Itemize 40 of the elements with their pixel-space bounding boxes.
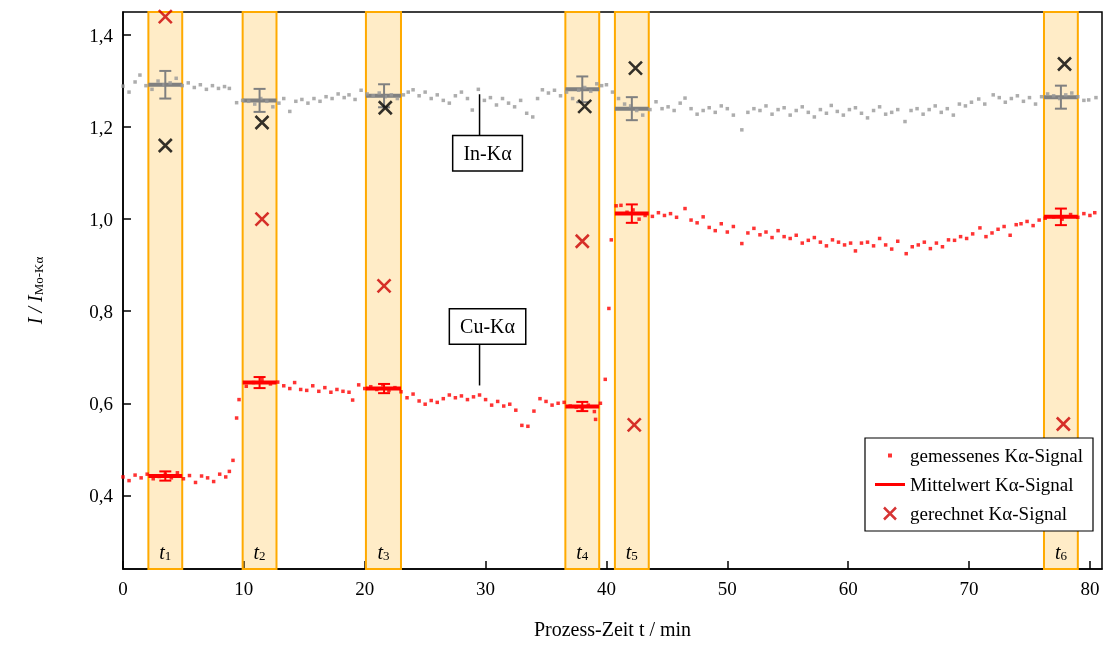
x-tick-label: 10: [234, 578, 254, 599]
x-tick-label: 20: [355, 578, 375, 599]
y-tick-label: 0,8: [89, 300, 113, 322]
point: [1056, 56, 1073, 72]
point: [377, 99, 394, 116]
legend-label: gerechnet Kα-Signal: [910, 503, 1068, 524]
legend-label: gemessenes Kα-Signal: [910, 445, 1084, 466]
x-tick-label: 0: [118, 578, 128, 599]
annotation: Cu-Kα: [460, 315, 516, 338]
annotation: In-Kα: [463, 142, 513, 165]
band-label: t2: [253, 540, 266, 563]
point: [376, 278, 392, 294]
y-tick-label: 1,4: [89, 24, 114, 46]
point: [157, 137, 174, 154]
point: [626, 417, 643, 433]
x-tick-label: 70: [959, 578, 979, 599]
point: [576, 98, 593, 115]
band-label: t3: [377, 540, 390, 563]
x-tick-label: 50: [717, 578, 737, 599]
x-axis-title: Prozess-Zeit t / min: [533, 618, 692, 640]
y-tick-label: 1,0: [89, 208, 113, 230]
point: [1055, 416, 1072, 432]
band-label: t5: [625, 540, 638, 563]
point: [254, 114, 270, 131]
y-tick-label: 0,4: [89, 484, 114, 506]
x-tick-label: 60: [838, 578, 858, 599]
point: [574, 233, 591, 250]
y-axis-title: I / IMo-Kα: [24, 256, 46, 326]
legend-label: Mittelwert Kα-Signal: [910, 474, 1074, 495]
point: [157, 8, 174, 25]
band-label: t4: [576, 540, 589, 563]
point: [627, 60, 644, 76]
band-label: t1: [159, 540, 172, 563]
y-tick-label: 1,2: [89, 116, 113, 138]
band-label: t6: [1054, 540, 1068, 563]
x-tick-label: 80: [1080, 578, 1100, 599]
y-tick-label: 0,6: [89, 392, 113, 414]
x-tick-label: 30: [476, 578, 496, 599]
point: [254, 211, 270, 227]
x-tick-label: 40: [596, 578, 616, 599]
